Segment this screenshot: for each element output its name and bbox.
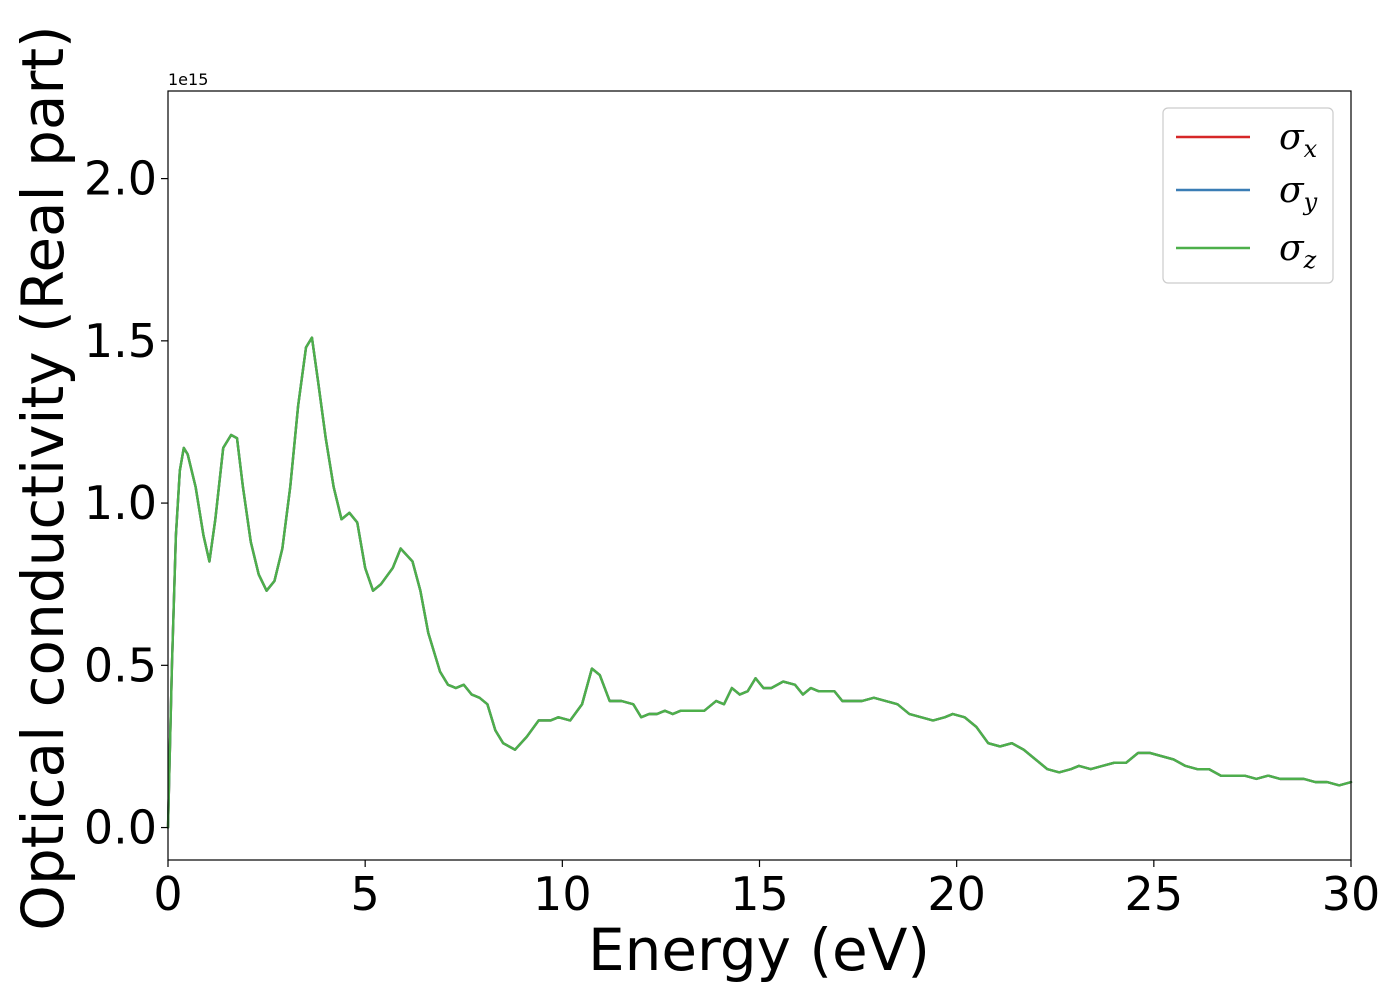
y-tick-label: 1.5 xyxy=(84,314,157,368)
y-tick-label: 0.0 xyxy=(84,801,157,855)
series-line-sigma-z xyxy=(166,336,1353,829)
y-axis-label: Optical conductivity (Real part) xyxy=(9,25,77,930)
x-axis-label: Energy (eV) xyxy=(588,916,930,984)
x-axis-ticks: 0 5 10 15 20 25 30 xyxy=(153,860,1380,921)
y-offset-text: 1e15 xyxy=(168,70,208,89)
x-tick-label: 10 xyxy=(533,867,592,921)
y-tick-label: 1.0 xyxy=(84,476,157,530)
x-tick-label: 0 xyxy=(153,867,182,921)
legend-label-sigma-y: σy xyxy=(1279,170,1318,216)
y-tick-label: 2.0 xyxy=(84,152,157,206)
series-layer xyxy=(166,336,1353,829)
x-tick-label: 25 xyxy=(1125,867,1184,921)
legend-frame xyxy=(1162,107,1334,284)
y-axis-ticks: 0.0 0.5 1.0 1.5 2.0 xyxy=(84,152,168,855)
y-tick-label: 0.5 xyxy=(84,638,157,692)
x-tick-label: 30 xyxy=(1322,867,1381,921)
legend-label-sigma-z: σz xyxy=(1279,228,1317,274)
x-tick-label: 15 xyxy=(730,867,789,921)
x-tick-label: 20 xyxy=(927,867,986,921)
legend-label-sigma-x: σx xyxy=(1279,117,1318,163)
plot-frame xyxy=(167,90,1352,861)
legend: σx σy σz xyxy=(1162,107,1334,284)
x-tick-label: 5 xyxy=(351,867,380,921)
